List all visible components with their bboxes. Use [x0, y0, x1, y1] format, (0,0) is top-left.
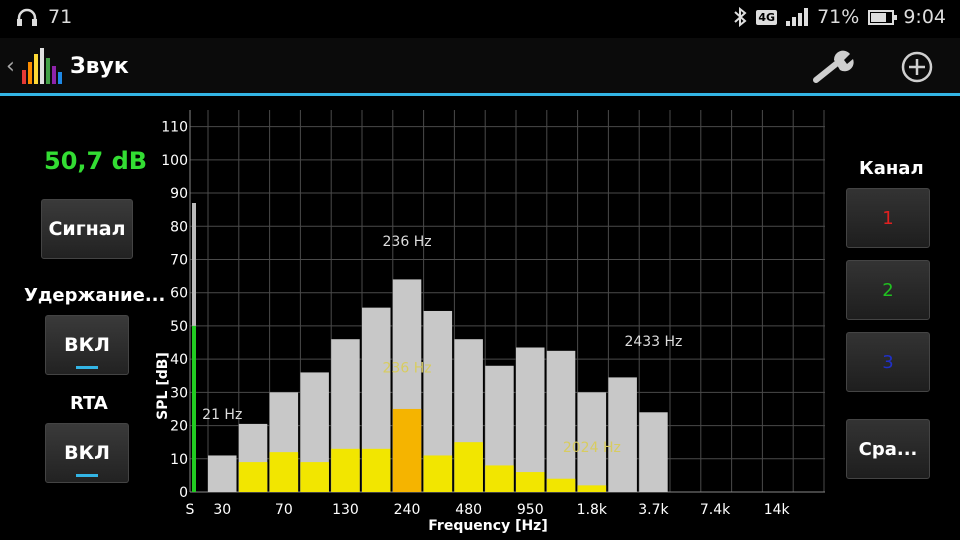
wrench-icon[interactable]	[812, 50, 856, 84]
chart-annotations: 21 Hz 236 Hz 2433 Hz 236 Hz 2024 Hz	[202, 234, 682, 456]
headphones-icon	[17, 8, 37, 26]
x-tick-label: 130	[332, 502, 359, 518]
x-tick-label: 240	[394, 502, 421, 518]
y-tick-labels: 0 10 20 30 40 50 60 70 80 90 100 110	[161, 120, 188, 501]
signal-icon	[786, 8, 809, 26]
rta-bar	[331, 448, 360, 492]
rta-bar	[546, 478, 576, 492]
x-axis-label: Frequency [Hz]	[428, 518, 547, 534]
y-tick-label: 100	[161, 153, 188, 169]
app-title: Звук	[70, 54, 129, 79]
level-readout: 50,7 dB	[44, 147, 148, 175]
toggle-indicator	[76, 366, 98, 369]
rta-bar	[300, 462, 329, 492]
status-bar: 71 4G 71% 9:04	[0, 0, 960, 38]
spectrum-bar	[577, 392, 607, 492]
x-tick-label: 1.8k	[577, 502, 608, 518]
rta-bar	[269, 452, 299, 492]
annotation-label: 2024 Hz	[563, 440, 621, 456]
annotation-label: 2433 Hz	[624, 334, 682, 350]
annotation-label: 236 Hz	[383, 360, 432, 376]
x-tick-label: 950	[517, 502, 544, 518]
hold-label: Удержание...	[24, 285, 166, 306]
channel-1-button[interactable]: 1	[846, 188, 930, 248]
battery-icon	[868, 9, 898, 25]
app-logo-icon[interactable]	[22, 48, 62, 84]
x-tick-label: 30	[213, 502, 231, 518]
bluetooth-icon	[734, 7, 747, 27]
rta-label: RTA	[70, 393, 108, 414]
y-tick-label: 0	[179, 485, 188, 501]
level-meter-bar	[192, 325, 196, 492]
channel-2-button[interactable]: 2	[846, 260, 930, 320]
x-tick-label: 70	[275, 502, 293, 518]
x-tick-label: 3.7k	[638, 502, 669, 518]
status-right: 4G 71% 9:04	[733, 6, 946, 28]
rta-bar	[485, 465, 514, 492]
rta-toggle-button[interactable]: ВКЛ	[45, 423, 129, 483]
x-tick-label: 7.4k	[700, 502, 731, 518]
y-tick-label: 90	[170, 186, 188, 202]
notification-count: 71	[48, 6, 73, 28]
rta-bar	[362, 448, 391, 492]
rta-toggle-label: ВКЛ	[64, 442, 110, 464]
action-bar: ‹ Звук	[0, 38, 960, 96]
y-tick-label: 80	[170, 219, 188, 235]
level-meter	[192, 203, 196, 492]
add-circle-icon[interactable]	[900, 50, 934, 84]
signal-button[interactable]: Сигнал	[41, 199, 133, 259]
battery-percent: 71%	[817, 6, 860, 28]
y-tick-label: 40	[170, 352, 188, 368]
annotation-label: 21 Hz	[202, 407, 242, 423]
chevron-left-icon[interactable]: ‹	[6, 54, 15, 79]
hold-toggle-button[interactable]: ВКЛ	[45, 315, 129, 375]
rta-bar	[516, 472, 545, 492]
y-tick-label: 10	[170, 452, 188, 468]
spectrum-chart[interactable]: 0 10 20 30 40 50 60 70 80 90 100 110 S 30 70 130 240 480…	[150, 104, 830, 536]
y-axis-label: SPL [dB]	[155, 352, 171, 420]
network-badge: 4G	[756, 9, 778, 25]
spectrum-bar	[516, 347, 545, 492]
compare-button[interactable]: Сра...	[846, 419, 930, 479]
chart-bars	[208, 279, 668, 492]
rta-bar	[392, 408, 422, 492]
x-tick-label: 480	[455, 502, 482, 518]
channel-label: Канал	[859, 158, 924, 179]
rta-bar	[577, 485, 607, 492]
spectrum-bar	[208, 455, 237, 492]
channel-3-button[interactable]: 3	[846, 332, 930, 392]
rta-bar	[238, 462, 268, 492]
x-tick-label: S	[186, 502, 195, 518]
annotation-label: 236 Hz	[383, 234, 432, 250]
y-tick-label: 30	[170, 385, 188, 401]
y-tick-label: 70	[170, 252, 188, 268]
y-tick-label: 60	[170, 286, 188, 302]
y-tick-label: 50	[170, 319, 188, 335]
x-tick-labels: S 30 70 130 240 480 950 1.8k 3.7k 7.4k 14k	[186, 502, 791, 518]
rta-bar	[454, 442, 483, 492]
spectrum-bar	[546, 350, 576, 492]
x-tick-label: 14k	[764, 502, 791, 518]
spectrum-bar	[608, 377, 637, 492]
hold-toggle-label: ВКЛ	[64, 334, 110, 356]
y-tick-label: 110	[161, 120, 188, 136]
y-tick-label: 20	[170, 419, 188, 435]
toggle-indicator	[76, 474, 98, 477]
clock: 9:04	[903, 6, 946, 28]
status-left: 71	[16, 6, 72, 28]
spectrum-bar	[639, 412, 668, 492]
rta-bar	[423, 455, 453, 492]
